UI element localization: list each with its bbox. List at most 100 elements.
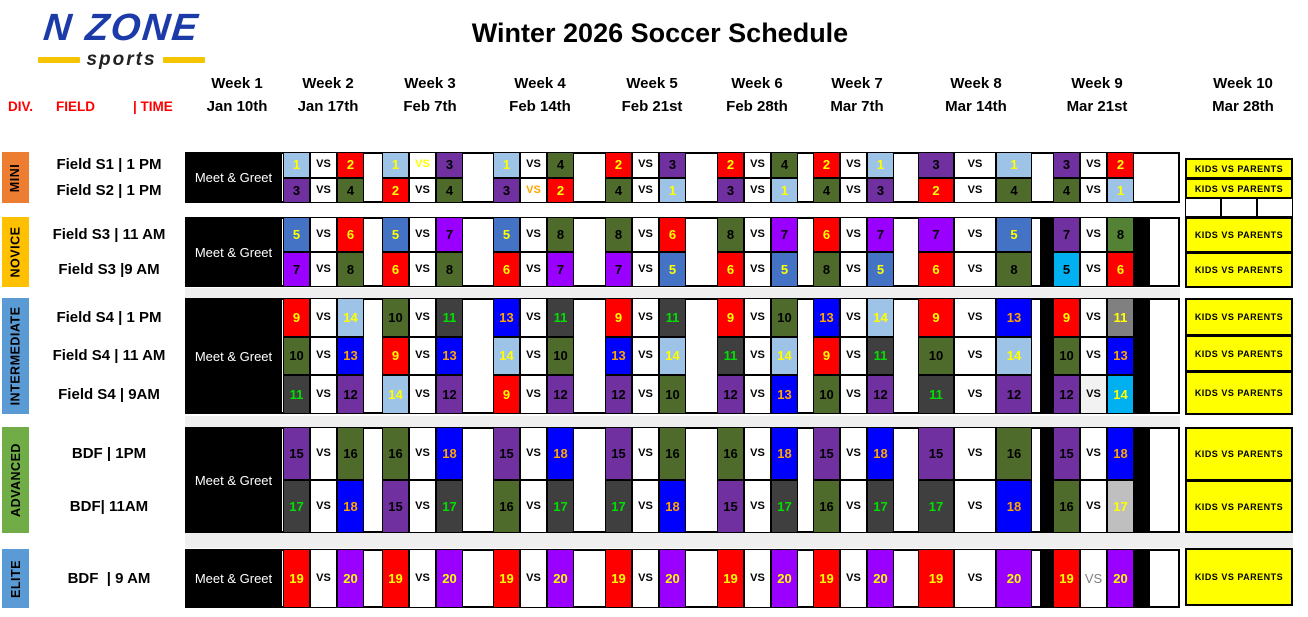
week-header-date: Mar 7th — [830, 98, 884, 115]
team-cell: 9 — [918, 298, 954, 337]
field-time-label: Field S1 | 1 PM — [56, 156, 162, 174]
team-cell: 15 — [493, 427, 520, 480]
team-cell: 18 — [867, 427, 894, 480]
vs-cell: VS — [632, 217, 659, 252]
vs-cell: VS — [632, 549, 659, 608]
team-cell: 1 — [283, 152, 310, 178]
team-cell: 7 — [547, 252, 574, 287]
team-cell: 7 — [918, 217, 954, 252]
team-cell: 16 — [659, 427, 686, 480]
team-cell: 3 — [1053, 152, 1080, 178]
team-cell: 11 — [717, 336, 744, 376]
team-cell: 13 — [996, 298, 1032, 337]
vs-cell: VS — [954, 252, 996, 287]
kids-vs-parents-cell: KIDS VS PARENTS — [1185, 335, 1293, 372]
team-cell: 10 — [1053, 336, 1080, 376]
week-header-date: Feb 28th — [726, 98, 788, 115]
team-cell: 9 — [717, 298, 744, 337]
vs-cell: VS — [632, 298, 659, 337]
team-cell: 2 — [382, 177, 409, 203]
team-cell: 4 — [547, 152, 574, 178]
team-cell: 16 — [717, 427, 744, 480]
team-cell: 6 — [382, 252, 409, 287]
page-title: Winter 2026 Soccer Schedule — [471, 18, 849, 48]
team-cell: 20 — [1107, 549, 1134, 608]
team-cell: 13 — [605, 336, 632, 376]
logo-left-bar — [38, 57, 81, 63]
division-bar-advanced: ADVANCED — [2, 427, 29, 533]
vs-cell: VS — [632, 252, 659, 287]
team-cell: 15 — [382, 480, 409, 533]
division-bar-label: INTERMEDIATE — [8, 306, 23, 406]
team-cell: 10 — [918, 336, 954, 376]
vs-cell: VS — [520, 217, 547, 252]
field-time-label: Field S3 | 11 AM — [52, 226, 166, 243]
kids-vs-parents-cell: KIDS VS PARENTS — [1185, 298, 1293, 336]
vs-cell: VS — [954, 427, 996, 480]
kids-vs-parents-cell: KIDS VS PARENTS — [1185, 178, 1293, 199]
team-cell: 20 — [337, 549, 364, 608]
team-cell: 16 — [813, 480, 840, 533]
vs-cell: VS — [1080, 480, 1107, 533]
team-cell: 7 — [1053, 217, 1080, 252]
team-cell: 5 — [1053, 252, 1080, 287]
vs-cell: VS — [1080, 177, 1107, 203]
field-time-label: BDF| 11AM — [69, 498, 149, 515]
team-cell: 4 — [996, 177, 1032, 203]
team-cell: 8 — [547, 217, 574, 252]
team-cell: 1 — [382, 152, 409, 178]
team-cell: 3 — [283, 177, 310, 203]
vs-cell: VS — [520, 375, 547, 414]
vs-cell: VS — [409, 549, 436, 608]
field-column-label: FIELD — [56, 99, 95, 114]
team-cell: 1 — [1107, 177, 1134, 203]
vs-cell: VS — [1080, 375, 1107, 414]
meet-and-greet-cell: Meet & Greet — [185, 217, 282, 287]
meet-and-greet-cell: Meet & Greet — [185, 298, 282, 414]
vs-cell: VS — [310, 336, 337, 376]
team-cell: 1 — [996, 152, 1032, 178]
vs-cell: VS — [840, 298, 867, 337]
week-header-date: Feb 7th — [403, 98, 457, 115]
logo-subtitle-row: sports — [24, 49, 219, 71]
team-cell: 2 — [547, 177, 574, 203]
vs-cell: VS — [310, 375, 337, 414]
team-cell: 17 — [547, 480, 574, 533]
kids-vs-parents-cell: KIDS VS PARENTS — [1185, 158, 1293, 179]
team-cell: 6 — [493, 252, 520, 287]
vs-cell: VS — [954, 375, 996, 414]
team-cell: 12 — [337, 375, 364, 414]
team-cell: 11 — [659, 298, 686, 337]
vs-cell: VS — [632, 427, 659, 480]
team-cell: 12 — [547, 375, 574, 414]
team-cell: 7 — [867, 217, 894, 252]
team-cell: 19 — [605, 549, 632, 608]
vs-cell: VS — [632, 177, 659, 203]
vs-cell: VS — [1080, 152, 1107, 178]
vs-cell: VS — [840, 480, 867, 533]
team-cell: 14 — [337, 298, 364, 337]
team-cell: 3 — [867, 177, 894, 203]
team-cell: 9 — [813, 336, 840, 376]
team-cell: 8 — [436, 252, 463, 287]
week-header-label: Week 3 — [404, 75, 456, 92]
team-cell: 18 — [337, 480, 364, 533]
team-cell: 17 — [918, 480, 954, 533]
team-cell: 5 — [867, 252, 894, 287]
team-cell: 11 — [918, 375, 954, 414]
team-cell: 13 — [813, 298, 840, 337]
kids-vs-parents-cell: KIDS VS PARENTS — [1185, 548, 1293, 606]
team-cell: 19 — [813, 549, 840, 608]
vs-cell: VS — [840, 427, 867, 480]
team-cell: 5 — [382, 217, 409, 252]
vs-cell: VS — [1080, 252, 1107, 287]
vs-cell: VS — [520, 549, 547, 608]
division-bar-label: NOVICE — [8, 226, 23, 278]
week-header-label: Week 9 — [1071, 75, 1123, 92]
team-cell: 16 — [382, 427, 409, 480]
vs-cell: VS — [744, 480, 771, 533]
team-cell: 19 — [283, 549, 310, 608]
week-header-2: Week 2 Jan 17th — [273, 72, 383, 120]
vs-cell: VS — [744, 177, 771, 203]
team-cell: 18 — [547, 427, 574, 480]
